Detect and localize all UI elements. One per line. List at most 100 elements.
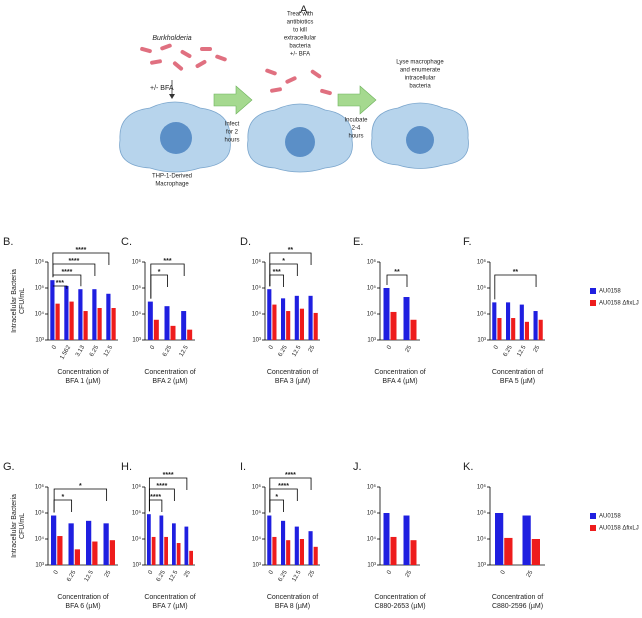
significance-label: ****	[285, 472, 296, 479]
x-tick-label: 12.5	[516, 344, 527, 358]
y-tick-label: 10³	[477, 563, 486, 569]
bar	[109, 540, 115, 565]
x-tick-label: 1.562	[59, 344, 72, 361]
chart: F. 10³ 10⁴ 10⁵ 10⁶ 0 6.25 12.5 25 Concentration o…	[463, 236, 639, 385]
significance-bracket	[150, 263, 185, 299]
x-tick-label: 0	[53, 569, 60, 575]
significance-label: ***	[273, 269, 281, 276]
bar	[313, 546, 318, 565]
step-label: 2-4	[352, 126, 361, 132]
x-tick-label: 6.25	[503, 344, 514, 358]
bar	[83, 311, 88, 340]
significance-bracket	[269, 499, 284, 513]
significance-bracket	[386, 274, 408, 287]
y-tick-label: 10³	[252, 563, 261, 569]
bar	[50, 280, 55, 340]
legend-label: AU0158 ΔfixLJ	[599, 301, 639, 307]
x-tick-label: 25	[533, 344, 542, 353]
y-tick-label: 10⁴	[367, 536, 377, 543]
significance-bracket	[150, 274, 168, 299]
legend-swatch	[590, 525, 596, 531]
x-tick-label: 0	[147, 569, 154, 575]
y-tick-label: 10⁶	[132, 259, 142, 266]
pretreat-label: +/- BFA	[150, 85, 174, 92]
y-tick-label: 10³	[132, 338, 141, 344]
chart: B. 10³ 10⁴ 10⁵ 10⁶ Intracellular Bacteria CFU/…	[3, 236, 118, 385]
bar	[299, 539, 304, 565]
lyse-label: Lyse macrophage and enumerate intracellula…	[396, 60, 444, 90]
significance-bracket	[52, 285, 68, 289]
bar	[286, 311, 291, 340]
panel-label: H.	[121, 461, 132, 473]
significance-bracket	[53, 488, 108, 513]
y-tick-label: 10⁵	[252, 510, 262, 517]
bar	[506, 302, 511, 340]
bar	[151, 536, 156, 565]
step-label: intracellular	[405, 76, 436, 82]
bar	[103, 523, 109, 565]
chart: H. 10³ 10⁴ 10⁵ 10⁶ 0 6.25 12.5 25 Concentration o…	[121, 461, 196, 610]
step-label: Infect	[225, 122, 240, 128]
step-label: and enumerate	[400, 68, 441, 74]
y-tick-label: 10⁵	[477, 285, 487, 292]
significance-label: *	[62, 494, 65, 501]
y-tick-label: 10³	[132, 563, 141, 569]
y-tick-label: 10⁵	[132, 510, 142, 517]
significance-bracket	[148, 477, 188, 512]
x-axis-label: BFA 8 (µM)	[275, 603, 310, 610]
bar	[383, 288, 390, 340]
bar	[410, 319, 417, 340]
y-tick-label: 10⁵	[367, 510, 377, 517]
significance-bracket	[494, 274, 537, 300]
panel-label: I.	[240, 461, 246, 473]
chart: C. 10³ 10⁴ 10⁵ 10⁶ 0 6.25 12.5 Concentration of B…	[121, 236, 196, 385]
x-tick-label: 25	[183, 569, 192, 578]
bar	[106, 293, 111, 340]
y-tick-label: 10⁴	[477, 536, 487, 543]
x-axis-label: BFA 2 (µM)	[152, 378, 187, 385]
bar	[383, 513, 390, 565]
step-label: bacteria	[409, 84, 431, 90]
x-tick-label: 12.5	[179, 344, 190, 358]
x-axis-label: BFA 5 (µM)	[500, 378, 535, 385]
bar	[272, 536, 277, 565]
x-tick-label: 0	[268, 344, 275, 350]
y-tick-label: 10⁵	[35, 510, 45, 517]
step-label: Lyse macrophage	[396, 60, 444, 66]
significance-label: ****	[75, 247, 86, 254]
legend-label: AU0158 ΔfixLJ	[599, 526, 639, 532]
panel-label: B.	[3, 236, 13, 248]
significance-label: ***	[56, 280, 64, 287]
significance-bracket	[269, 252, 312, 287]
x-tick-label: 12.5	[168, 569, 179, 583]
x-axis-label: C880-2596 (µM)	[492, 603, 543, 610]
bar	[308, 531, 313, 565]
bar	[74, 549, 80, 565]
significance-bracket	[148, 499, 163, 512]
x-tick-label: 12.5	[103, 344, 114, 358]
step-label: Treat with	[287, 12, 313, 18]
x-tick-label: 0	[493, 344, 500, 350]
x-tick-label: 25	[526, 569, 535, 578]
bar	[308, 295, 313, 340]
bar	[57, 536, 63, 565]
y-tick-label: 10⁴	[477, 311, 487, 318]
x-axis-label: BFA 1 (µM)	[65, 378, 100, 385]
y-tick-label: 10³	[35, 563, 44, 569]
x-tick-label: 0	[268, 569, 275, 575]
x-tick-label: 6.25	[89, 344, 100, 358]
bar	[267, 289, 272, 340]
x-tick-label: 25	[308, 569, 317, 578]
treat-label: Treat with antibiotics to kill extracellula…	[284, 12, 316, 58]
significance-label: ****	[278, 483, 289, 490]
x-tick-label: 0	[386, 344, 393, 350]
bar	[522, 515, 531, 565]
x-tick-label: 12.5	[291, 344, 302, 358]
chart: J. 10³ 10⁴ 10⁵ 10⁶ 0 25 Concentration of C880-26…	[353, 461, 426, 610]
bar	[403, 297, 410, 340]
x-tick-label: 3.13	[75, 344, 86, 358]
bar	[92, 289, 97, 340]
step-arrow	[337, 85, 377, 115]
significance-label: *	[275, 494, 278, 501]
